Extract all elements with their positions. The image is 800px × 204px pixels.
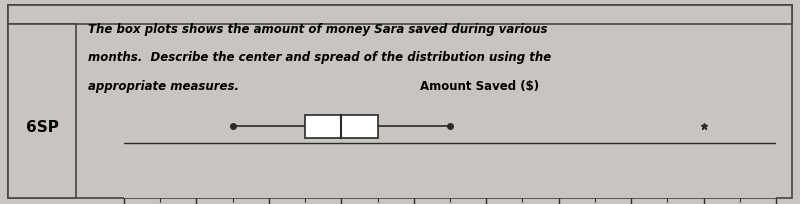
Text: The box plots shows the amount of money Sara saved during various: The box plots shows the amount of money … bbox=[88, 22, 547, 35]
Text: months.  Describe the center and spread of the distribution using the: months. Describe the center and spread o… bbox=[88, 51, 551, 64]
Bar bbox=[8, 24, 76, 198]
Bar bbox=[305, 115, 378, 138]
Text: 6SP: 6SP bbox=[26, 119, 58, 134]
Bar bbox=[8, 6, 792, 24]
Text: appropriate measures.: appropriate measures. bbox=[88, 80, 239, 92]
Text: Amount Saved ($): Amount Saved ($) bbox=[421, 80, 539, 92]
